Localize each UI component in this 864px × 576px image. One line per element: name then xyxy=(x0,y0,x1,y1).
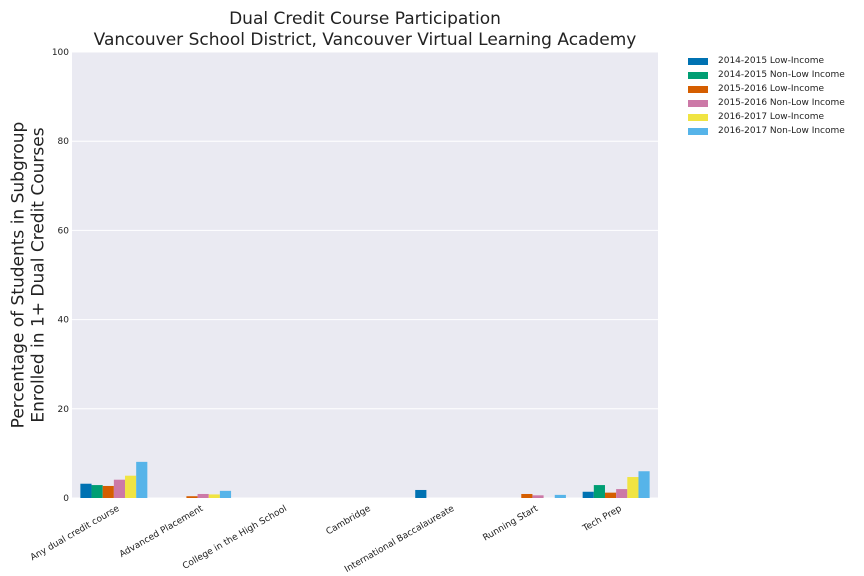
chart-subtitle: Vancouver School District, Vancouver Vir… xyxy=(93,30,637,50)
legend-swatch xyxy=(688,85,708,93)
legend-item: 2016-2017 Non-Low Income xyxy=(688,124,845,138)
y-tick-label: 0 xyxy=(63,494,69,504)
bar xyxy=(219,490,232,498)
y-axis-ticks: 0 20 40 60 80 100 xyxy=(52,48,69,504)
legend-item: 2014-2015 Low-Income xyxy=(688,54,845,68)
legend-swatch xyxy=(688,71,708,79)
plot-area xyxy=(72,52,658,498)
y-tick-label: 20 xyxy=(58,405,70,415)
x-tick-label: Tech Prep xyxy=(580,504,623,535)
grid-lines xyxy=(72,51,658,499)
bar xyxy=(186,496,198,498)
legend: 2014-2015 Low-Income 2014-2015 Non-Low In… xyxy=(688,54,845,138)
y-tick-label: 60 xyxy=(58,226,70,236)
bar xyxy=(197,493,209,498)
y-axis-label-line-2: Enrolled in 1+ Dual Credit Courses xyxy=(28,127,49,423)
y-axis-label-line-1: Percentage of Students in Subgroup xyxy=(7,121,28,429)
bar xyxy=(627,477,639,498)
legend-item: 2015-2016 Non-Low Income xyxy=(688,96,845,110)
bar xyxy=(91,485,103,498)
bar xyxy=(521,493,533,498)
bar xyxy=(415,489,427,498)
bar xyxy=(125,475,137,498)
bar xyxy=(532,495,544,498)
bar xyxy=(136,461,148,498)
bars xyxy=(80,461,650,498)
bar xyxy=(208,494,220,498)
x-tick-label: Running Start xyxy=(481,504,540,544)
legend-label: 2015-2016 Low-Income xyxy=(718,84,825,94)
legend-label: 2014-2015 Low-Income xyxy=(718,56,825,66)
legend-label: 2016-2017 Low-Income xyxy=(718,112,825,122)
bar xyxy=(582,491,594,498)
legend-swatch xyxy=(688,127,708,135)
bar xyxy=(554,494,566,498)
legend-item: 2014-2015 Non-Low Income xyxy=(688,68,845,82)
y-tick-label: 80 xyxy=(58,137,70,147)
legend-swatch xyxy=(688,113,708,121)
bar xyxy=(604,492,617,498)
bar xyxy=(102,485,114,498)
legend-label: 2014-2015 Non-Low Income xyxy=(718,70,845,80)
legend-swatch xyxy=(688,99,708,107)
legend-item: 2015-2016 Low-Income xyxy=(688,82,845,96)
legend-label: 2016-2017 Non-Low Income xyxy=(718,126,845,136)
bar xyxy=(593,485,605,498)
bar xyxy=(638,471,650,498)
bar xyxy=(113,479,126,498)
bar xyxy=(616,489,628,498)
y-tick-label: 100 xyxy=(52,48,69,58)
x-tick-label: Cambridge xyxy=(325,504,373,538)
legend-item: 2016-2017 Low-Income xyxy=(688,110,845,124)
y-tick-label: 40 xyxy=(58,316,70,326)
legend-swatch xyxy=(688,57,708,65)
x-tick-label: Any dual credit course xyxy=(29,504,122,563)
legend-label: 2015-2016 Non-Low Income xyxy=(718,98,845,108)
chart-title: Dual Credit Course Participation xyxy=(229,9,501,29)
bar xyxy=(80,483,92,498)
x-tick-label: Advanced Placement xyxy=(118,504,205,560)
